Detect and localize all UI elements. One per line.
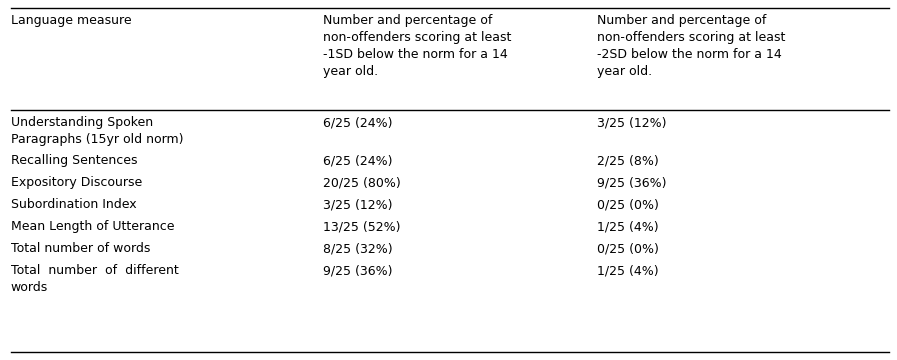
Text: 1/25 (4%): 1/25 (4%) — [597, 220, 658, 233]
Text: Mean Length of Utterance: Mean Length of Utterance — [11, 220, 174, 233]
Text: Recalling Sentences: Recalling Sentences — [11, 154, 137, 167]
Text: Number and percentage of
non-offenders scoring at least
-2SD below the norm for : Number and percentage of non-offenders s… — [597, 14, 785, 78]
Text: 1/25 (4%): 1/25 (4%) — [597, 264, 658, 277]
Text: 2/25 (8%): 2/25 (8%) — [597, 154, 658, 167]
Text: 6/25 (24%): 6/25 (24%) — [323, 116, 392, 129]
Text: 20/25 (80%): 20/25 (80%) — [323, 176, 401, 189]
Text: 3/25 (12%): 3/25 (12%) — [597, 116, 666, 129]
Text: 8/25 (32%): 8/25 (32%) — [323, 242, 393, 255]
Text: 6/25 (24%): 6/25 (24%) — [323, 154, 392, 167]
Text: Understanding Spoken
Paragraphs (15yr old norm): Understanding Spoken Paragraphs (15yr ol… — [11, 116, 183, 146]
Text: Subordination Index: Subordination Index — [11, 198, 136, 211]
Text: 0/25 (0%): 0/25 (0%) — [597, 242, 658, 255]
Text: Number and percentage of
non-offenders scoring at least
-1SD below the norm for : Number and percentage of non-offenders s… — [323, 14, 511, 78]
Text: Expository Discourse: Expository Discourse — [11, 176, 142, 189]
Text: 9/25 (36%): 9/25 (36%) — [597, 176, 666, 189]
Text: Total  number  of  different
words: Total number of different words — [11, 264, 179, 294]
Text: Language measure: Language measure — [11, 14, 131, 27]
Text: 0/25 (0%): 0/25 (0%) — [597, 198, 658, 211]
Text: Total number of words: Total number of words — [11, 242, 150, 255]
Text: 13/25 (52%): 13/25 (52%) — [323, 220, 400, 233]
Text: 9/25 (36%): 9/25 (36%) — [323, 264, 392, 277]
Text: 3/25 (12%): 3/25 (12%) — [323, 198, 392, 211]
